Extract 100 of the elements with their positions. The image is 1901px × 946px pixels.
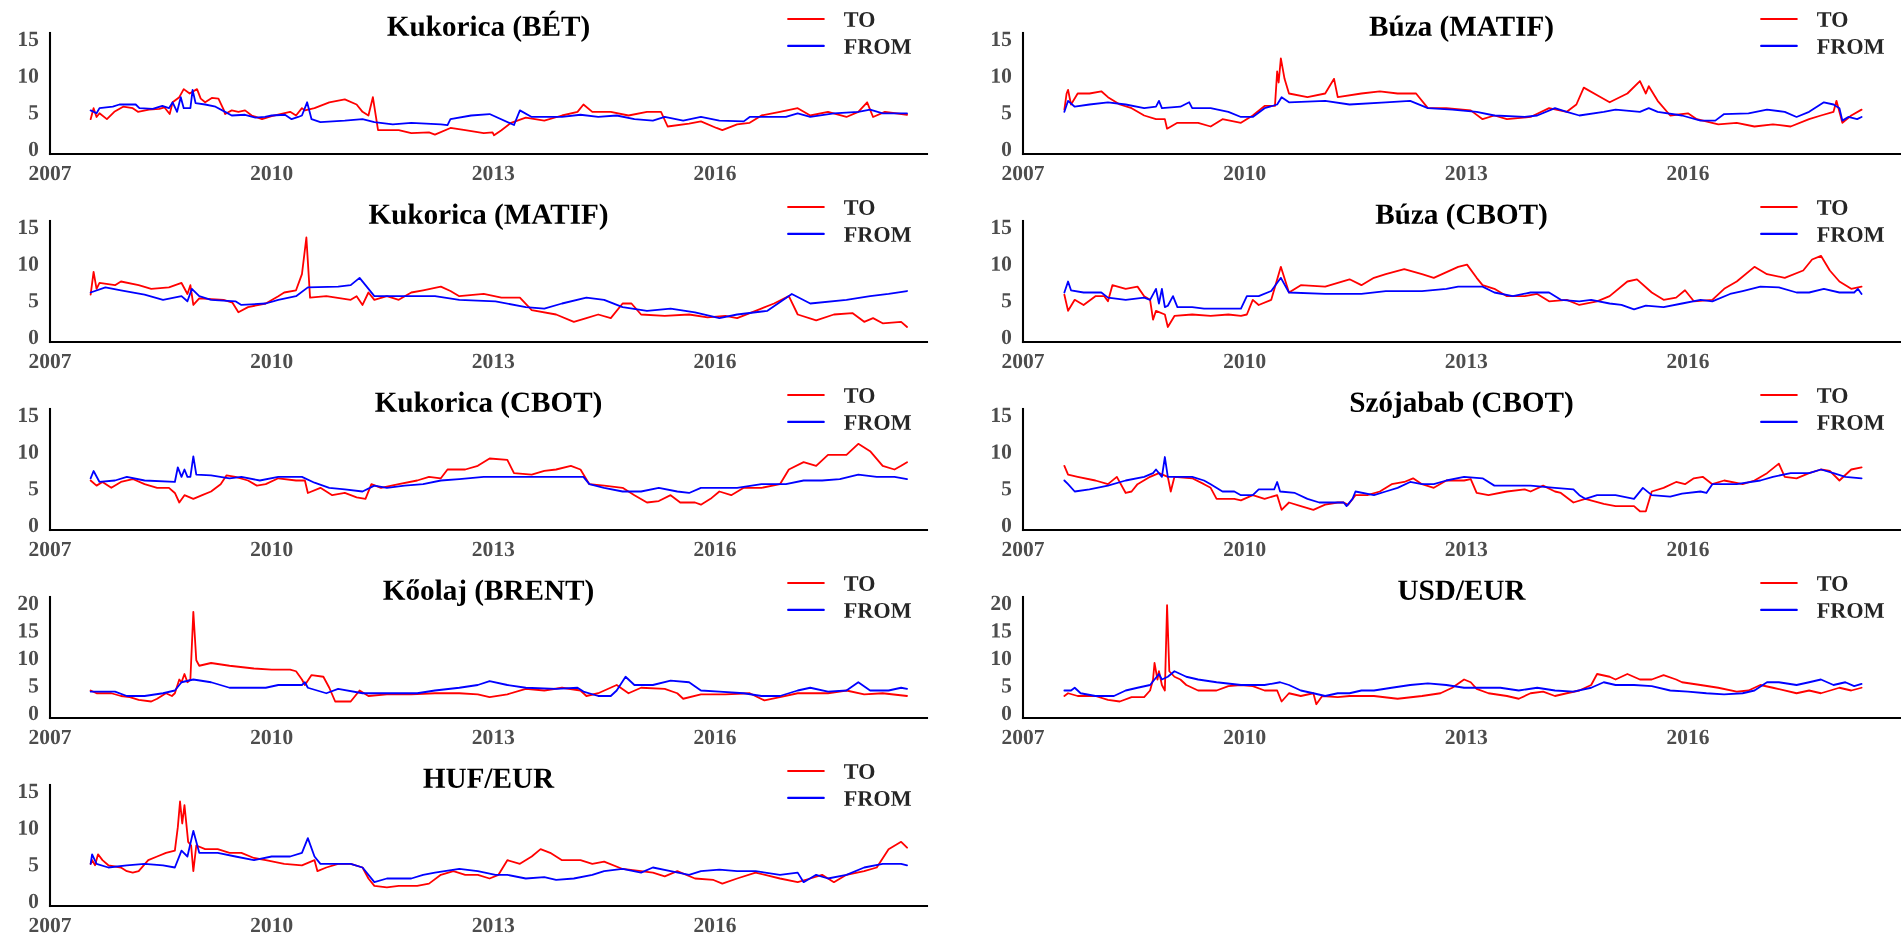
y-tick-label: 15 (19, 219, 39, 235)
y-tick-label: 0 (28, 329, 39, 345)
legend-label: FROM (1817, 39, 1884, 54)
y-tick-label: 20 (991, 595, 1012, 611)
x-tick-label: 2010 (251, 353, 293, 369)
x-tick-label: 2013 (472, 165, 515, 181)
y-tick-label: 0 (1001, 141, 1012, 157)
x-tick-label: 2007 (29, 729, 71, 745)
y-tick-label: 15 (19, 31, 39, 47)
x-tick-label: 2007 (1002, 729, 1044, 745)
x-tick-label: 2013 (1445, 729, 1488, 745)
y-tick-label: 5 (1001, 105, 1012, 120)
x-tick-label: 2013 (1445, 353, 1488, 369)
x-tick-label: 2016 (1667, 729, 1709, 745)
line-series (89, 455, 908, 494)
line-series (89, 675, 908, 697)
chart-title: Búza (CBOT) (1375, 203, 1547, 230)
y-tick-label: 0 (28, 893, 39, 909)
y-tick-label: 5 (1001, 481, 1012, 496)
line-series (1063, 456, 1863, 508)
line-series (89, 276, 908, 320)
y-tick-label: 5 (28, 678, 39, 693)
x-tick-label: 2013 (472, 917, 515, 933)
y-tick-label: 10 (19, 68, 39, 83)
y-tick-label: 15 (992, 407, 1012, 423)
line-series (89, 88, 908, 137)
y-tick-label: 5 (28, 105, 39, 120)
line-series (1063, 276, 1863, 311)
y-tick-label: 15 (19, 783, 39, 799)
y-tick-label: 5 (1001, 293, 1012, 308)
x-tick-label: 2010 (1224, 541, 1266, 557)
x-tick-label: 2007 (1002, 541, 1044, 557)
x-tick-label: 2010 (251, 541, 293, 557)
line-series (1063, 96, 1863, 122)
legend-label: FROM (844, 39, 911, 54)
x-tick-label: 2007 (1002, 165, 1044, 181)
legend-label: FROM (844, 415, 911, 430)
x-tick-label: 2010 (251, 917, 293, 933)
y-tick-label: 10 (19, 820, 39, 835)
legend-label: TO (844, 576, 875, 591)
y-tick-label: 10 (19, 650, 39, 666)
legend-label: TO (844, 764, 875, 779)
x-tick-label: 2016 (1667, 353, 1709, 369)
x-tick-label: 2016 (694, 917, 736, 933)
y-tick-label: 0 (28, 141, 39, 157)
y-tick-label: 15 (19, 407, 39, 423)
x-tick-label: 2013 (1445, 165, 1488, 181)
x-tick-label: 2016 (694, 729, 736, 745)
y-tick-label: 15 (992, 219, 1012, 235)
y-tick-label: 0 (1001, 329, 1012, 345)
line-series (89, 442, 908, 506)
x-tick-label: 2016 (694, 541, 736, 557)
line-series (1063, 254, 1863, 328)
x-tick-label: 2016 (1667, 165, 1709, 181)
x-tick-label: 2013 (472, 541, 515, 557)
legend-label: TO (844, 12, 875, 27)
x-tick-label: 2007 (1002, 353, 1044, 369)
legend-label: FROM (1817, 415, 1884, 430)
legend-label: TO (1817, 200, 1848, 215)
y-tick-label: 15 (19, 623, 39, 638)
x-tick-label: 2010 (251, 729, 293, 745)
y-tick-label: 5 (28, 857, 39, 872)
x-tick-label: 2010 (1224, 729, 1266, 745)
x-tick-label: 2013 (1445, 541, 1488, 557)
x-tick-label: 2007 (29, 165, 71, 181)
y-tick-label: 10 (992, 68, 1012, 83)
legend-label: FROM (844, 227, 911, 242)
y-tick-label: 0 (1001, 517, 1012, 533)
legend-label: FROM (1817, 603, 1884, 618)
y-tick-label: 10 (19, 444, 39, 459)
y-tick-label: 5 (28, 293, 39, 308)
chart-title: HUF/EUR (423, 768, 555, 789)
line-series (89, 829, 908, 884)
y-tick-label: 15 (992, 623, 1012, 638)
legend-label: TO (1817, 12, 1848, 27)
chart-title: Kukorica (BÉT) (387, 10, 589, 42)
chart-title: Kukorica (CBOT) (375, 391, 602, 418)
y-tick-label: 20 (18, 595, 39, 611)
legend-label: TO (844, 388, 875, 403)
y-tick-label: 10 (19, 256, 39, 271)
chart-title: Kukorica (MATIF) (368, 203, 608, 230)
x-tick-label: 2010 (1224, 353, 1266, 369)
x-tick-label: 2013 (472, 353, 515, 369)
x-tick-label: 2007 (29, 917, 71, 933)
chart-title: Szójabab (CBOT) (1350, 391, 1573, 418)
chart-title: Kőolaj (BRENT) (383, 579, 593, 606)
y-tick-label: 0 (28, 705, 39, 721)
legend-label: TO (844, 200, 875, 215)
legend-label: FROM (844, 791, 911, 806)
y-tick-label: 5 (1001, 678, 1012, 693)
y-tick-label: 5 (28, 481, 39, 496)
x-tick-label: 2016 (1667, 541, 1709, 557)
x-tick-label: 2010 (251, 165, 293, 181)
chart-title: Búza (MATIF) (1369, 15, 1553, 42)
line-series (1063, 462, 1863, 513)
legend-label: FROM (1817, 227, 1884, 242)
y-tick-label: 10 (992, 444, 1012, 459)
legend-label: TO (1817, 388, 1848, 403)
line-series (89, 88, 908, 126)
x-tick-label: 2013 (472, 729, 515, 745)
